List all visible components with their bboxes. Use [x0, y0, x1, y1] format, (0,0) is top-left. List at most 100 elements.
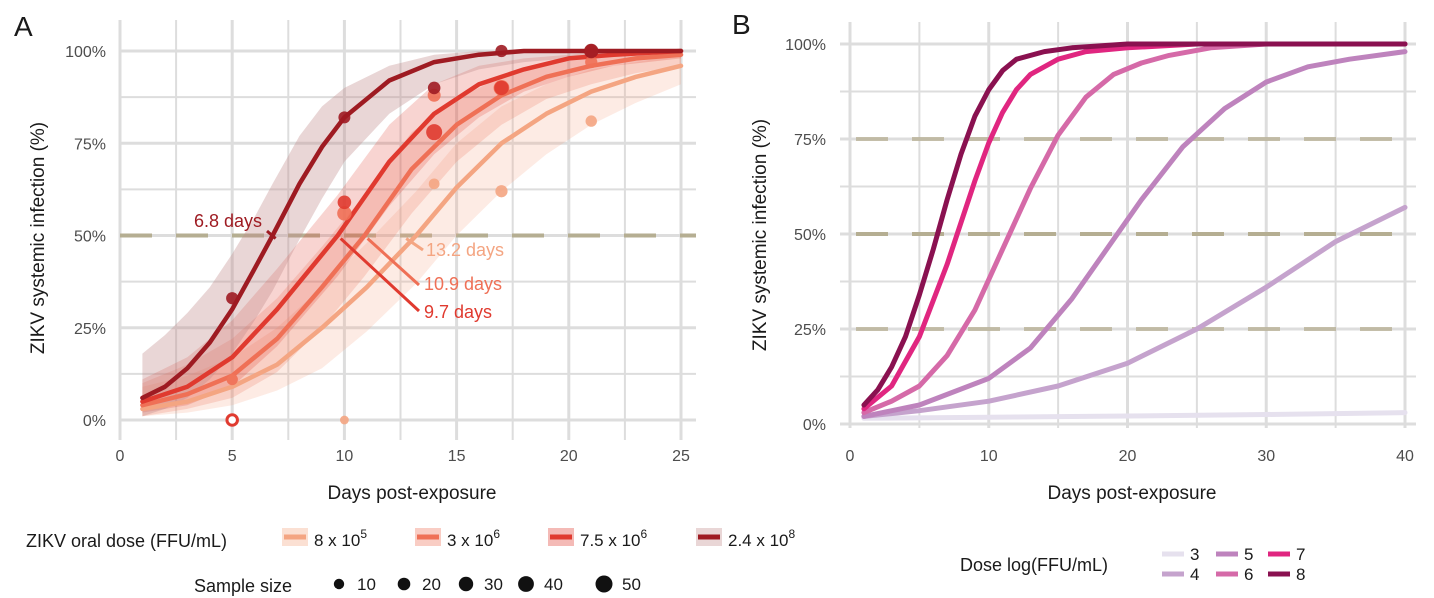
dose-legend-items: 8 x 105 3 x 106 7.5 x 106 2.4 x 108 [282, 527, 796, 550]
curve-dose-4 [861, 204, 1408, 419]
x-tick-label: 40 [1396, 448, 1414, 465]
data-point-series-4 [226, 292, 239, 305]
sample-size-legend-label: 20 [422, 575, 441, 594]
sample-size-legend-label: 10 [357, 575, 376, 594]
dose-legend-label-1: 8 x 105 [314, 527, 367, 550]
dose-log-legend-label-7: 7 [1296, 545, 1305, 564]
dose-legend-exponent: 5 [360, 527, 367, 541]
data-point-series-4 [584, 43, 599, 59]
x-tick-label: 20 [1119, 448, 1137, 465]
sample-size-legend-dot [595, 575, 613, 593]
dose-legend-exponent: 8 [789, 527, 796, 541]
annotation-leader [366, 237, 421, 287]
data-point-series-3 [426, 124, 443, 141]
annotation-leader [339, 237, 421, 313]
dose-legend-label-2: 3 x 106 [447, 527, 500, 550]
curve-dose-3 [861, 410, 1408, 421]
annotation-label: 10.9 days [424, 274, 502, 294]
ci-band-series-1 [142, 54, 681, 417]
annotation-label: 9.7 days [424, 302, 492, 322]
annotation-label: 6.8 days [194, 211, 262, 231]
dose-legend-exponent: 6 [493, 527, 500, 541]
sample-size-legend-dot [333, 578, 345, 590]
y-tick-label: 100% [65, 44, 106, 61]
y-tick-label: 50% [74, 229, 106, 246]
sample-size-legend-label: 50 [622, 575, 641, 594]
y-tick-label: 75% [74, 136, 106, 153]
data-point-series-2 [337, 206, 352, 221]
data-point-series-4 [495, 44, 508, 58]
panel-b-legend: Dose log(FFU/mL) 34 56 78 [960, 545, 1305, 584]
annotation-label: 13.2 days [426, 240, 504, 260]
data-point-series-2 [226, 373, 238, 386]
data-point-series-1 [428, 178, 440, 190]
sample-size-legend-dot [458, 576, 474, 592]
curve-dose-5 [861, 49, 1408, 419]
x-tick-label: 0 [846, 448, 855, 465]
dose-legend-label-4: 2.4 x 108 [728, 527, 796, 550]
y-tick-label: 25% [794, 322, 826, 339]
annotation-leader [266, 229, 277, 240]
y-tick-label: 25% [74, 321, 106, 338]
data-point-series-4 [338, 111, 351, 124]
ci-band-series-3 [142, 51, 681, 413]
panel-b: 0 10 20 30 40 0% 25% 50% 75% 100% B Days post-exp… [732, 9, 1416, 584]
sample-size-legend-dot [518, 576, 534, 592]
dose-log-legend-items: 34 56 78 [1162, 545, 1305, 584]
dose-log-legend-label-3: 3 [1190, 545, 1199, 564]
ci-band-series-2 [142, 51, 681, 417]
sample-size-legend-label: 30 [484, 575, 503, 594]
sample-size-legend-dot [397, 577, 411, 591]
curve-dose-8 [861, 41, 1408, 408]
panel-a-annotations: 6.8 days 13.2 days 10.9 days 9.7 days [194, 211, 504, 322]
x-tick-label: 0 [116, 448, 125, 465]
panel-a-y-axis-title: ZIKV systemic infection (%) [28, 122, 49, 354]
data-point-series-4 [427, 81, 441, 95]
panel-a-ticks: 0 5 10 15 20 25 0% 25% 50% 75% 100% [65, 44, 690, 465]
panel-a-legend: ZIKV oral dose (FFU/mL) 8 x 105 3 x 106 7.… [26, 527, 796, 596]
x-tick-label: 15 [448, 448, 466, 465]
dose-log-legend-label-6: 6 [1244, 565, 1253, 584]
data-point-series-3 [337, 195, 352, 210]
panel-a-label: A [14, 11, 33, 42]
panel-b-reference-lines [856, 137, 1416, 331]
panel-b-ticks: 0 10 20 30 40 0% 25% 50% 75% 100% [785, 37, 1414, 465]
data-point-series-1 [495, 185, 508, 198]
y-tick-label: 0% [803, 417, 826, 434]
dose-legend-label-3: 7.5 x 106 [580, 527, 648, 550]
data-point-series-2 [585, 55, 598, 69]
panel-b-label: B [732, 9, 751, 40]
curve-dose-7 [861, 41, 1408, 412]
sample-size-legend-label: 40 [544, 575, 563, 594]
dose-log-legend-label-4: 4 [1190, 565, 1199, 584]
data-point-zero-marker [225, 413, 239, 427]
panel-b-grid [840, 22, 1416, 428]
curve-series-3 [140, 48, 684, 404]
panel-b-series-lines [861, 41, 1408, 421]
dose-log-legend-label-8: 8 [1296, 565, 1305, 584]
data-point-series-1 [340, 415, 349, 425]
dose-legend-exponent: 6 [641, 527, 648, 541]
y-tick-label: 0% [83, 413, 106, 430]
panel-a-x-axis-title: Days post-exposure [328, 483, 497, 504]
x-tick-label: 25 [672, 448, 690, 465]
curve-series-1 [140, 63, 684, 412]
x-tick-label: 10 [980, 448, 998, 465]
data-point-series-1 [585, 115, 597, 127]
panel-b-x-axis-title: Days post-exposure [1048, 483, 1217, 504]
dose-log-legend-label-5: 5 [1244, 545, 1253, 564]
sample-size-legend-items: 10 20 30 40 50 [333, 575, 641, 594]
x-tick-label: 20 [560, 448, 578, 465]
dose-legend-title: ZIKV oral dose (FFU/mL) [26, 531, 227, 551]
sample-size-legend-title: Sample size [194, 576, 292, 596]
x-tick-label: 10 [336, 448, 354, 465]
x-tick-label: 30 [1257, 448, 1275, 465]
data-point-series-3 [494, 80, 509, 96]
panel-a-points [225, 43, 599, 427]
y-tick-label: 75% [794, 132, 826, 149]
x-tick-label: 5 [228, 448, 237, 465]
y-tick-label: 50% [794, 227, 826, 244]
annotation-leader [405, 237, 424, 252]
